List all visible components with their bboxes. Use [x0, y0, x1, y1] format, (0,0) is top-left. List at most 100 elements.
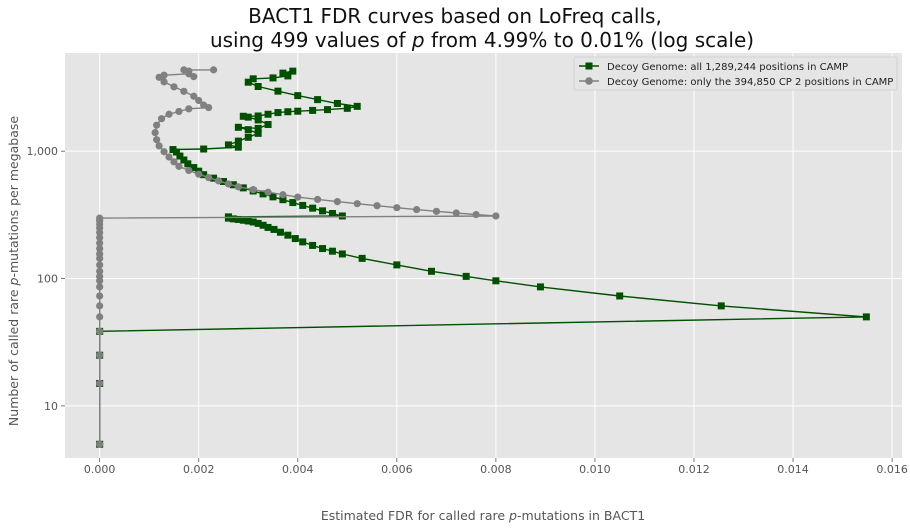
plot-area: [65, 53, 902, 458]
data-point-square: [176, 152, 184, 160]
data-point-circle: [153, 121, 161, 129]
data-point-square: [244, 78, 252, 86]
data-point-square: [319, 207, 327, 215]
chart-title-line2: using 499 values of p from 4.99% to 0.01…: [210, 28, 754, 52]
data-point-circle: [160, 78, 168, 86]
data-point-circle: [160, 71, 168, 79]
data-point-square: [254, 112, 262, 120]
data-point-square: [254, 82, 262, 90]
data-point-circle: [96, 379, 104, 388]
x-tick-label: 0.012: [678, 463, 710, 476]
data-point-square: [234, 215, 242, 223]
y-tick-label: 1,000: [27, 145, 59, 158]
x-tick-label: 0.014: [777, 463, 809, 476]
data-point-circle: [96, 327, 104, 335]
x-tick-label: 0.016: [876, 463, 908, 476]
data-point-square: [309, 241, 317, 249]
x-tick-label: 0.002: [183, 463, 215, 476]
data-point-square: [239, 216, 247, 224]
data-point-square: [210, 174, 218, 182]
data-point-circle: [96, 239, 104, 247]
data-point-square: [717, 302, 725, 310]
data-point-square: [291, 235, 299, 243]
x-tick-label: 0.004: [282, 463, 314, 476]
data-point-square: [254, 219, 262, 227]
legend-entry-all-positions: Decoy Genome: all 1,289,244 positions in…: [579, 62, 848, 73]
legend: Decoy Genome: all 1,289,244 positions in…: [573, 56, 898, 91]
legend-label-all-positions: Decoy Genome: all 1,289,244 positions in…: [607, 62, 848, 73]
data-point-square: [294, 92, 302, 100]
data-point-square: [284, 72, 292, 80]
data-point-circle: [264, 188, 272, 196]
data-point-square: [279, 196, 287, 204]
data-point-circle: [96, 283, 104, 291]
data-point-square: [338, 212, 346, 220]
data-point-circle: [185, 166, 193, 175]
data-point-circle: [170, 158, 178, 166]
data-point-circle: [190, 92, 198, 100]
data-point-square: [462, 272, 470, 280]
data-point-square: [279, 69, 287, 77]
data-point-square: [254, 129, 262, 137]
data-point-square: [289, 67, 297, 75]
data-point-circle: [151, 128, 159, 137]
data-point-square: [190, 164, 198, 172]
data-point-square: [616, 292, 624, 300]
data-point-square: [536, 283, 544, 291]
x-axis-ticks: 0.000 0.002 0.004 0.006 0.008 0.010 0.012 0.014…: [84, 458, 908, 476]
data-point-square: [184, 160, 192, 168]
data-point-circle: [432, 207, 441, 215]
data-point-circle: [472, 210, 480, 219]
data-point-circle: [155, 142, 163, 150]
data-point-square: [264, 120, 272, 128]
data-point-circle: [200, 101, 208, 109]
data-point-circle: [373, 202, 381, 210]
data-point-square: [274, 109, 282, 117]
x-tick-label: 0.000: [84, 463, 116, 476]
data-point-square: [269, 74, 277, 82]
data-point-circle: [180, 87, 188, 95]
data-point-square: [274, 87, 282, 95]
data-point-circle: [249, 186, 257, 194]
data-point-square: [249, 75, 257, 83]
data-point-circle: [165, 110, 173, 118]
data-point-square: [259, 221, 267, 229]
data-point-square: [319, 245, 327, 253]
data-point-square: [180, 156, 188, 164]
data-point-circle: [96, 351, 104, 359]
data-point-circle: [96, 313, 104, 321]
data-point-square: [219, 178, 227, 186]
data-point-circle: [170, 83, 178, 91]
data-point-circle: [96, 233, 104, 242]
data-point-square: [309, 204, 317, 212]
data-point-square: [276, 228, 284, 236]
data-point-circle: [96, 250, 104, 258]
data-point-square: [492, 277, 500, 285]
data-point-circle: [224, 180, 233, 188]
data-point-circle: [96, 214, 104, 222]
data-point-square: [254, 124, 262, 132]
data-point-square: [254, 116, 262, 124]
data-point-circle: [195, 96, 203, 105]
data-point-square: [234, 143, 242, 151]
data-point-circle: [393, 204, 401, 212]
data-point-circle: [96, 292, 104, 300]
data-point-square: [229, 215, 237, 223]
chart-title-line1: BACT1 FDR curves based on LoFreq calls,: [248, 4, 662, 28]
data-point-square: [200, 145, 208, 153]
data-point-circle: [190, 73, 198, 81]
data-point-square: [264, 110, 272, 118]
data-point-circle: [96, 267, 104, 275]
data-point-square: [862, 313, 870, 321]
legend-box: [573, 56, 898, 91]
data-point-circle: [209, 66, 218, 74]
x-tick-label: 0.006: [381, 463, 413, 476]
data-point-square: [224, 141, 232, 149]
data-point-circle: [279, 191, 287, 199]
data-point-circle: [353, 200, 361, 208]
data-point-square: [328, 210, 336, 218]
series-layer: [96, 66, 870, 448]
data-point-square: [270, 225, 278, 233]
data-point-square: [244, 133, 252, 141]
